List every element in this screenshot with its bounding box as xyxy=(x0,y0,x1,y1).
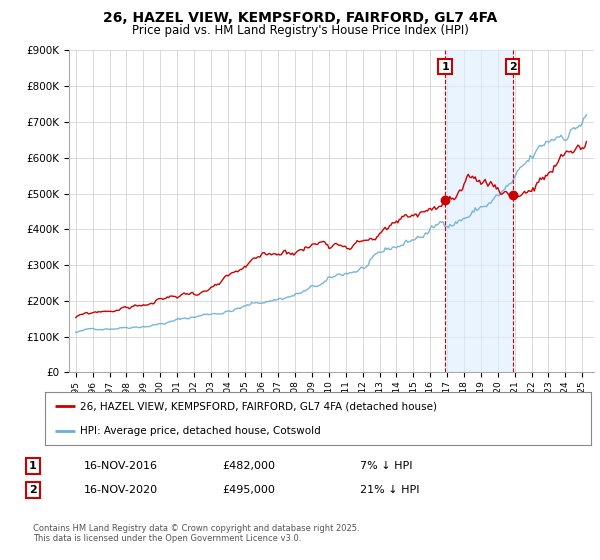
Text: 1: 1 xyxy=(441,62,449,72)
Text: Price paid vs. HM Land Registry's House Price Index (HPI): Price paid vs. HM Land Registry's House … xyxy=(131,24,469,37)
Bar xyxy=(445,50,512,372)
Text: 2: 2 xyxy=(509,62,517,72)
Text: 16-NOV-2020: 16-NOV-2020 xyxy=(84,485,158,495)
Point xyxy=(440,195,450,204)
Text: Contains HM Land Registry data © Crown copyright and database right 2025.
This d: Contains HM Land Registry data © Crown c… xyxy=(33,524,359,543)
Text: 1: 1 xyxy=(29,461,37,471)
Text: £495,000: £495,000 xyxy=(222,485,275,495)
Text: 26, HAZEL VIEW, KEMPSFORD, FAIRFORD, GL7 4FA: 26, HAZEL VIEW, KEMPSFORD, FAIRFORD, GL7… xyxy=(103,11,497,25)
Text: 16-NOV-2016: 16-NOV-2016 xyxy=(84,461,158,471)
Point xyxy=(508,191,517,200)
Text: 26, HAZEL VIEW, KEMPSFORD, FAIRFORD, GL7 4FA (detached house): 26, HAZEL VIEW, KEMPSFORD, FAIRFORD, GL7… xyxy=(80,402,437,412)
Text: 7% ↓ HPI: 7% ↓ HPI xyxy=(360,461,413,471)
Text: 21% ↓ HPI: 21% ↓ HPI xyxy=(360,485,419,495)
Text: HPI: Average price, detached house, Cotswold: HPI: Average price, detached house, Cots… xyxy=(80,426,321,436)
Text: 2: 2 xyxy=(29,485,37,495)
Text: £482,000: £482,000 xyxy=(222,461,275,471)
